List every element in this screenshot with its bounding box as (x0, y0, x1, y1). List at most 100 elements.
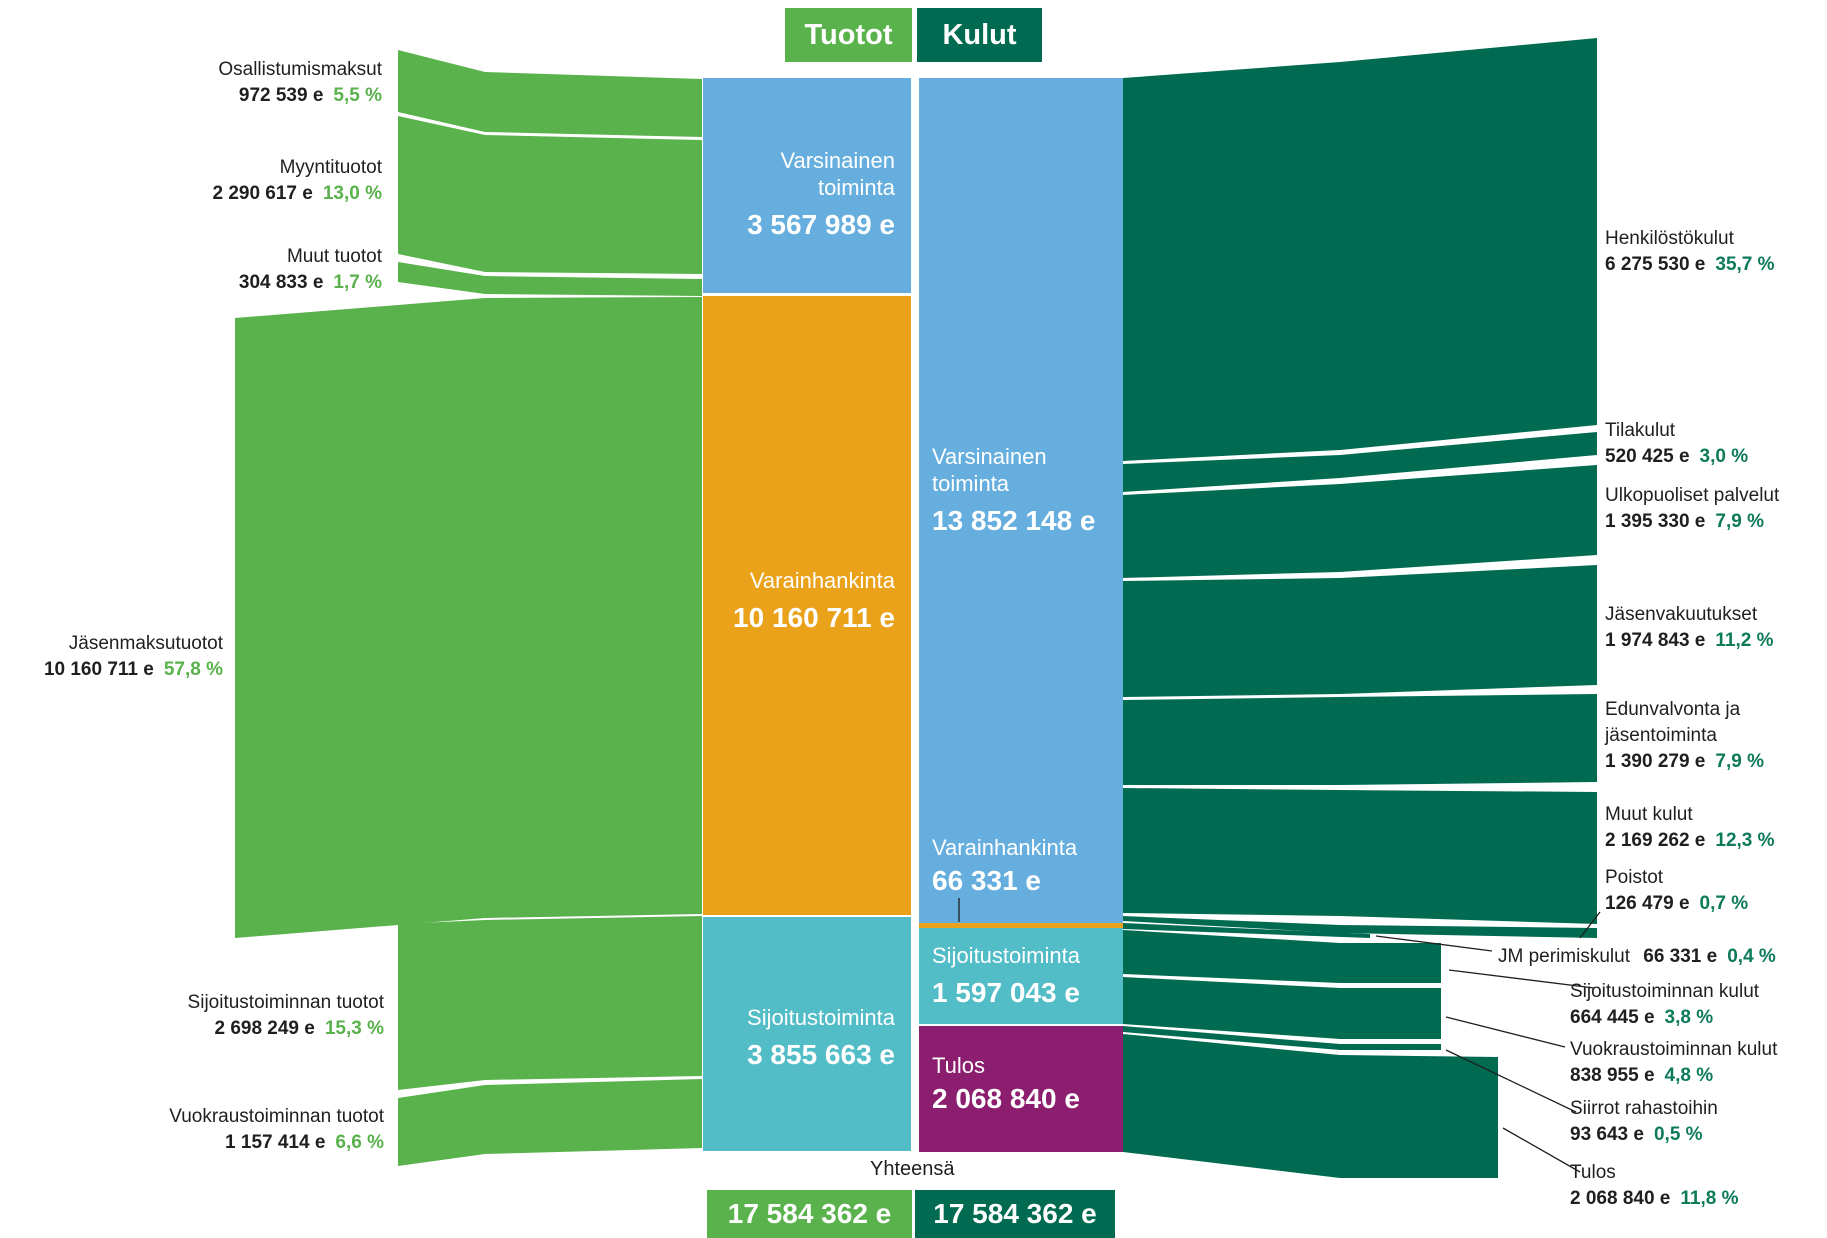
flow-muut-tuotot (398, 262, 702, 296)
expense-label-jm-perimiskulut: JM perimiskulut 66 331 e 0,4 % (1498, 944, 1776, 970)
expense-name: Muut kulut (1605, 804, 1693, 825)
expense-name: Poistot (1605, 867, 1664, 888)
expense-label-muut-kulut: Muut kulut 2 169 262 e 12,3 % (1605, 802, 1775, 854)
expense-pct: 4,8 % (1664, 1065, 1714, 1086)
expense-pct: 0,4 % (1727, 946, 1776, 967)
income-pct: 15,3 % (324, 1018, 384, 1039)
expense-node-fundraising (919, 923, 1123, 928)
expense-value: 1 395 330 e (1605, 511, 1706, 532)
leader-tulos (1502, 1127, 1581, 1173)
node-value: 3 567 989 e (747, 209, 895, 240)
expense-pct: 12,3 % (1715, 830, 1775, 851)
flow-poistot (1123, 916, 1597, 938)
expense-pct: 11,2 % (1715, 630, 1774, 651)
expense-label-edunvalvonta: Edunvalvonta ja jäsentoiminta 1 390 279 … (1605, 697, 1795, 775)
income-node-operations (703, 78, 911, 293)
expense-name: Jäsenvakuutukset (1605, 604, 1758, 625)
node-value: 2 068 840 e (932, 1083, 1080, 1114)
expense-value: 520 425 e (1605, 446, 1690, 467)
flow-henkilostokulut (1123, 38, 1597, 461)
expense-node-result (919, 1026, 1123, 1152)
expense-name: Edunvalvonta ja jäsentoiminta (1605, 699, 1741, 746)
income-pct: 6,6 % (335, 1132, 384, 1153)
expense-value: 126 479 e (1605, 893, 1690, 914)
expense-name: Vuokraustoiminnan kulut (1570, 1039, 1778, 1060)
flow-sijoitustoiminnan-kulut (1123, 930, 1441, 983)
flow-vuokraustoiminnan-tuotot (398, 1079, 702, 1166)
income-label-sijoitustoiminnan-tuotot: Sijoitustoiminnan tuotot 2 698 249 e 15,3… (188, 990, 384, 1042)
expense-flow-group (1123, 38, 1597, 1178)
expense-label-tulos: Tulos 2 068 840 e 11,8 % (1570, 1160, 1738, 1212)
expense-total: 17 584 362 e (915, 1190, 1115, 1238)
income-label-osallistumismaksut: Osallistumismaksut 972 539 e 5,5 % (218, 57, 382, 109)
income-name: Myyntituotot (279, 157, 382, 178)
expense-label-vuokraustoiminnan-kulut: Vuokraustoiminnan kulut 838 955 e 4,8 % (1570, 1037, 1777, 1089)
flow-vuokraustoiminnan-kulut (1123, 977, 1441, 1039)
income-node-fundraising (703, 296, 911, 915)
expense-pct: 0,5 % (1653, 1124, 1703, 1145)
expense-value: 838 955 e (1570, 1065, 1655, 1086)
expense-name: Tulos (1570, 1162, 1616, 1183)
flow-jm-perimiskulut (1123, 923, 1370, 938)
expense-value: 1 974 843 e (1605, 630, 1706, 651)
income-node-operations-text: Varsinainen toiminta 3 567 989 e (710, 147, 895, 243)
node-value: 3 855 663 e (747, 1039, 895, 1070)
leader-lines (958, 898, 1601, 1173)
expense-pct: 7,9 % (1715, 511, 1764, 532)
flow-edunvalvonta (1123, 694, 1597, 785)
expense-label-henkilostokulut: Henkilöstökulut 6 275 530 e 35,7 % (1605, 226, 1775, 278)
total-caption: Yhteensä (870, 1158, 955, 1180)
expense-node-operations (919, 78, 1123, 923)
node-name: Varsinainen toiminta (932, 444, 1047, 496)
node-value: 1 597 043 e (932, 977, 1080, 1008)
income-pct: 13,0 % (322, 183, 382, 204)
expense-name: Sijoitustoiminnan kulut (1570, 981, 1760, 1002)
expense-header: Kulut (917, 8, 1042, 62)
flow-jasenvakuutukset (1123, 565, 1597, 697)
expense-value: 66 331 e (1643, 946, 1718, 967)
income-label-vuokraustoiminnan-tuotot: Vuokraustoiminnan tuotot 1 157 414 e 6,6 … (169, 1104, 384, 1156)
node-value: 13 852 148 e (932, 505, 1096, 536)
income-value: 304 833 e (238, 272, 324, 293)
expense-value: 93 643 e (1570, 1124, 1644, 1145)
income-flow-group (235, 50, 702, 1166)
income-name: Vuokraustoiminnan tuotot (169, 1106, 384, 1127)
node-name: Sijoitustoiminta (747, 1005, 895, 1030)
node-name: Tulos (932, 1053, 985, 1078)
expense-node-investment (919, 928, 1123, 1024)
income-name: Muut tuotot (286, 246, 382, 267)
node-name: Sijoitustoiminta (932, 943, 1080, 968)
income-value: 2 698 249 e (214, 1018, 315, 1039)
expense-pct: 7,9 % (1715, 751, 1764, 772)
expense-node-operations-text: Varsinainen toiminta 13 852 148 e (932, 443, 1102, 539)
leader-sijoitus (1448, 969, 1595, 989)
income-value: 1 157 414 e (225, 1132, 326, 1153)
income-name: Sijoitustoiminnan tuotot (187, 992, 384, 1013)
leader-vuokraus (1445, 1016, 1566, 1048)
flow-muut-kulut (1123, 788, 1597, 924)
expense-amount: 1 390 279 e 7,9 % (1605, 751, 1764, 772)
expense-label-poistot: Poistot 126 479 e 0,7 % (1605, 865, 1748, 917)
expense-value: 1 390 279 e (1605, 751, 1706, 772)
expense-pct: 11,8 % (1680, 1188, 1739, 1209)
expense-node-result-text: Tulos 2 068 840 e (932, 1052, 1117, 1117)
flow-jasenmaksutuotot (235, 297, 702, 938)
node-name: Varainhankinta (932, 835, 1078, 860)
expense-pct: 3,8 % (1664, 1007, 1714, 1028)
expense-label-jasenvakuutukset: Jäsenvakuutukset 1 974 843 e 11,2 % (1605, 602, 1773, 654)
expense-pct: 35,7 % (1715, 254, 1775, 275)
node-value: 10 160 711 e (733, 602, 895, 633)
expense-node-investment-text: Sijoitustoiminta 1 597 043 e (932, 942, 1117, 1011)
income-pct: 1,7 % (333, 272, 382, 293)
income-total: 17 584 362 e (707, 1190, 912, 1238)
leader-poistot (1579, 911, 1601, 939)
income-name: Jäsenmaksutuotot (68, 633, 223, 654)
expense-name: Henkilöstökulut (1605, 228, 1734, 249)
income-label-myyntituotot: Myyntituotot 2 290 617 e 13,0 % (212, 155, 382, 207)
leader-jm (1375, 935, 1493, 952)
income-node-fundraising-text: Varainhankinta 10 160 711 e (710, 567, 895, 636)
expense-label-siirrot-rahastoihin: Siirrot rahastoihin 93 643 e 0,5 % (1570, 1096, 1718, 1148)
income-name: Osallistumismaksut (218, 59, 382, 80)
expense-label-tilakulut: Tilakulut 520 425 e 3,0 % (1605, 418, 1748, 470)
